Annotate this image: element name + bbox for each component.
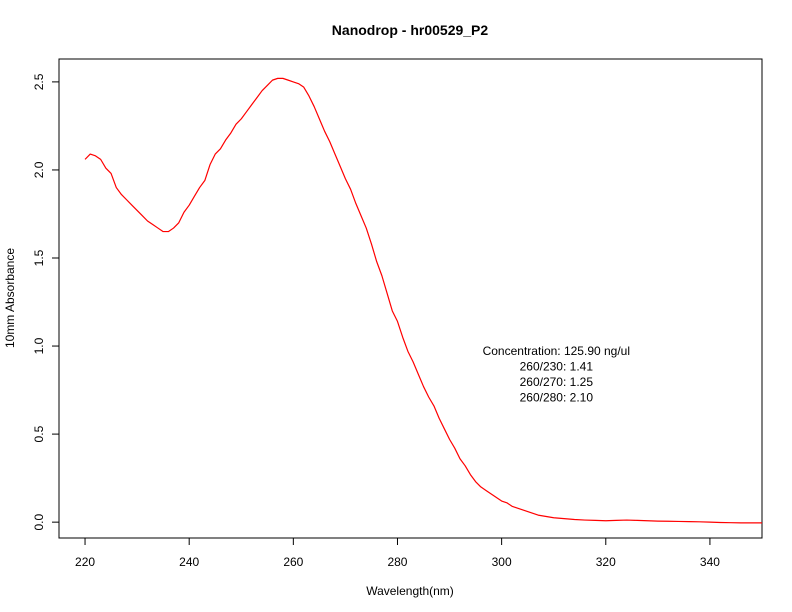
y-axis: 0.0 0.5 1.0 1.5 2.0 2.5 — [32, 73, 60, 530]
x-tick-label: 220 — [75, 555, 95, 569]
x-tick-label: 240 — [179, 555, 199, 569]
x-axis-label: Wavelength(nm) — [366, 584, 454, 598]
annotation-line: 260/230: 1.41 — [520, 359, 594, 373]
x-axis: 220 240 260 280 300 320 340 — [75, 537, 720, 569]
annotation-line: 260/280: 2.10 — [520, 390, 594, 404]
annotation-line: 260/270: 1.25 — [520, 375, 594, 389]
y-tick-label: 2.0 — [32, 161, 46, 178]
x-tick-label: 320 — [596, 555, 616, 569]
x-tick-label: 280 — [387, 555, 407, 569]
y-tick-label: 1.0 — [32, 337, 46, 354]
y-tick-label: 0.0 — [32, 513, 46, 530]
absorbance-series-line — [84, 77, 762, 524]
x-tick-label: 300 — [492, 555, 512, 569]
y-axis-label: 10mm Absorbance — [3, 248, 17, 348]
y-tick-label: 1.5 — [32, 249, 46, 266]
y-tick-label: 2.5 — [32, 73, 46, 90]
series-layer — [84, 77, 762, 524]
chart-title: Nanodrop - hr00529_P2 — [332, 22, 489, 38]
x-tick-label: 260 — [283, 555, 303, 569]
y-tick-label: 0.5 — [32, 425, 46, 442]
x-tick-label: 340 — [700, 555, 720, 569]
annotation-line: Concentration: 125.90 ng/ul — [483, 344, 630, 358]
